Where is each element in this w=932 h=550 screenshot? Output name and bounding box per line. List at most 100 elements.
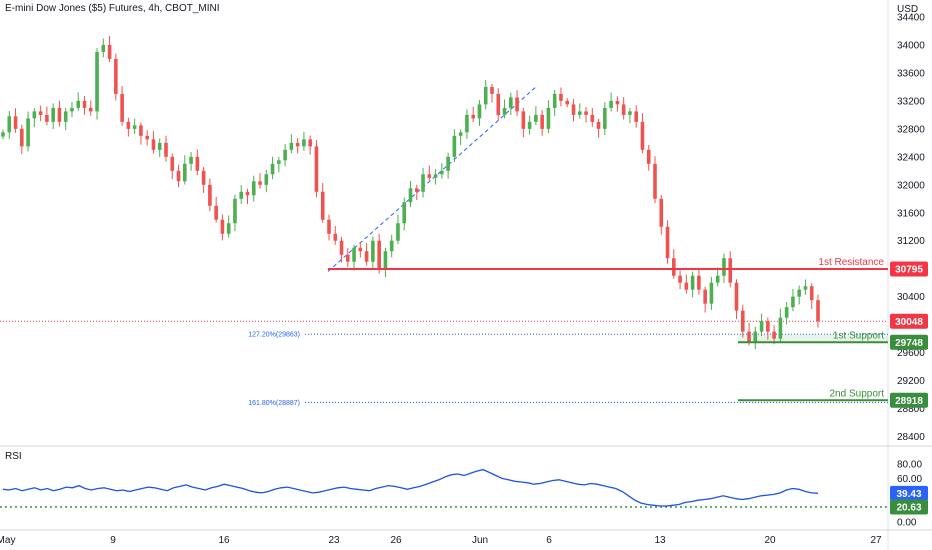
- candle-body: [226, 223, 231, 234]
- time-tick-label: 6: [546, 535, 552, 546]
- candle-body: [490, 86, 494, 94]
- candle-body: [251, 181, 256, 196]
- candle-body: [684, 282, 689, 290]
- candle-body: [446, 156, 450, 171]
- candle-body: [609, 100, 613, 108]
- time-tick-label: May: [0, 535, 15, 546]
- candle-body: [32, 111, 37, 119]
- candle-body: [396, 223, 400, 241]
- candle-body: [546, 107, 551, 129]
- candle-body: [383, 251, 388, 269]
- candle-body: [772, 331, 776, 339]
- fib-levels: 127.20%(29863) 161.80%(28887): [248, 332, 888, 407]
- candle-body: [678, 275, 682, 283]
- rsi-tick-label: 0.00: [897, 518, 917, 529]
- candle-body: [51, 107, 55, 122]
- rsi-level-badge: [890, 499, 928, 515]
- candle-body: [107, 44, 112, 59]
- price-tick-label: 28400: [897, 432, 925, 443]
- candle-body: [176, 170, 181, 182]
- candle-body: [596, 121, 601, 129]
- candle-body: [797, 289, 801, 297]
- candle-body: [615, 100, 620, 105]
- candle-body: [352, 247, 356, 262]
- candle-body: [101, 44, 106, 52]
- candles: [1, 35, 820, 350]
- candle-body: [189, 156, 193, 164]
- candle-body: [584, 111, 588, 115]
- candle-body: [577, 111, 582, 115]
- time-tick-label: 13: [654, 535, 666, 546]
- rsi-tick-label: 60.00: [897, 474, 922, 485]
- support1-badge: [890, 334, 928, 350]
- candle-body: [715, 275, 720, 283]
- candle-body: [653, 163, 657, 199]
- candle-body: [333, 233, 338, 241]
- candle-body: [208, 184, 212, 206]
- candle-body: [414, 188, 419, 192]
- fib-level-label: 161.80%(28887): [248, 400, 300, 407]
- candle-body: [402, 202, 407, 224]
- candle-body: [358, 247, 363, 252]
- price-tick-label: 31200: [897, 236, 925, 247]
- price-levels[interactable]: 1st Resistance 1st Support 2nd Support: [328, 257, 888, 402]
- candle-body: [195, 156, 200, 171]
- candle-body: [45, 114, 49, 122]
- candle-body: [603, 107, 607, 129]
- price-tick-label: 33600: [897, 68, 925, 79]
- candle-body: [183, 163, 187, 182]
- candle-body: [527, 121, 532, 129]
- candle-body: [364, 251, 369, 262]
- trend-line[interactable]: [327, 86, 537, 272]
- price-axis[interactable]: 2840028800292002960030000304003080031200…: [897, 12, 925, 443]
- candle-body: [70, 107, 74, 112]
- candle-body: [452, 135, 457, 157]
- candle-body: [220, 219, 225, 234]
- candle-body: [170, 156, 175, 171]
- candle-body: [157, 142, 162, 150]
- candle-body: [534, 114, 538, 122]
- support-zone: [738, 334, 888, 343]
- rsi-level-badge-text: 20.63: [896, 502, 921, 513]
- time-tick-label: Jun: [472, 535, 488, 546]
- support2-badge-text: 28918: [895, 396, 923, 407]
- price-tick-label: 32000: [897, 180, 925, 191]
- candle-body: [515, 97, 519, 112]
- time-tick-label: 26: [390, 535, 402, 546]
- price-tick-label: 34400: [897, 12, 925, 23]
- candle-body: [327, 219, 331, 234]
- rsi-value-badge: [890, 485, 928, 501]
- candle-body: [1, 132, 5, 137]
- time-axis[interactable]: May 9 16 23 26 Jun 6 13 20 27: [0, 535, 882, 546]
- candle-body: [740, 310, 745, 332]
- candle-body: [509, 97, 513, 108]
- candle-body: [665, 226, 670, 259]
- candle-body: [371, 240, 375, 262]
- price-tick-label: 31600: [897, 208, 925, 219]
- candle-body: [621, 104, 626, 115]
- candle-body: [778, 317, 783, 339]
- candle-body: [690, 275, 695, 290]
- candle-body: [521, 111, 526, 129]
- candle-body: [703, 289, 707, 304]
- candle-body: [465, 114, 469, 133]
- candle-body: [728, 258, 733, 283]
- candle-body: [458, 132, 463, 136]
- candle-body: [552, 93, 557, 108]
- candle-body: [483, 86, 488, 105]
- candle-body: [88, 107, 93, 112]
- candle-body: [295, 142, 300, 147]
- candle-body: [803, 286, 808, 290]
- candle-body: [82, 100, 87, 108]
- candle-body: [496, 93, 501, 115]
- chart-title: E-mini Dow Jones ($5) Futures, 4h, CBOT_…: [5, 3, 220, 14]
- support1-badge-text: 29748: [895, 338, 923, 349]
- axis-badges: 30795 30048 29748 28918 39.43 20.63: [890, 261, 928, 515]
- level-name-label: 1st Support: [833, 330, 884, 341]
- candle-body: [646, 149, 651, 164]
- candle-body: [559, 93, 563, 101]
- current-price-badge-text: 30048: [895, 317, 923, 328]
- candle-body: [784, 307, 789, 318]
- candle-body: [308, 139, 312, 147]
